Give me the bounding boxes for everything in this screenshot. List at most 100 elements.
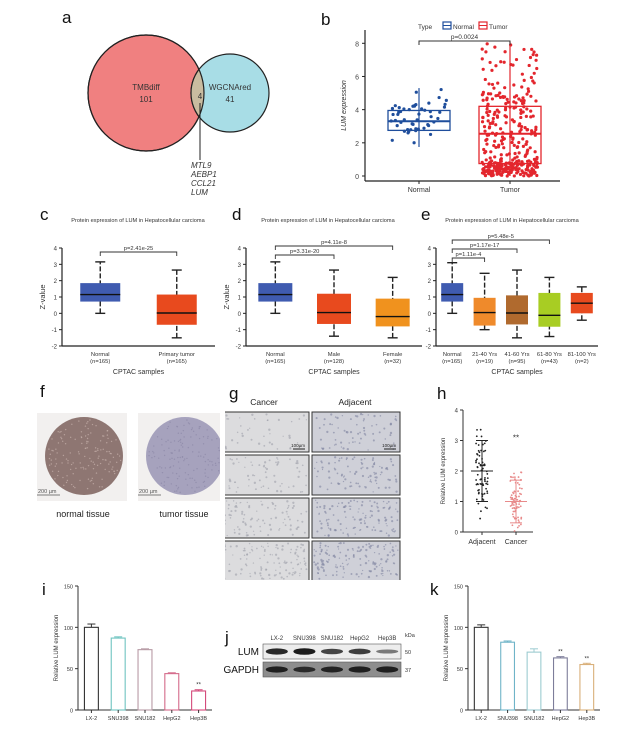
ihc-cell xyxy=(396,519,399,522)
ihc-cell xyxy=(225,519,226,522)
tissue-texture xyxy=(160,438,163,440)
tissue-texture xyxy=(66,479,69,482)
ihc-cell xyxy=(254,571,256,574)
data-point xyxy=(535,173,539,178)
venn-outline xyxy=(87,34,205,152)
significance-label: ** xyxy=(558,650,563,656)
data-point xyxy=(529,172,533,176)
box xyxy=(506,295,528,325)
ihc-cell xyxy=(264,466,267,469)
ihc-cell xyxy=(315,550,317,553)
lane-label: HepG2 xyxy=(350,636,370,642)
tissue-texture xyxy=(191,487,193,489)
x-tick-n: (n=128) xyxy=(324,359,344,365)
chart-title: Protein expression of LUM in Hepatocellu… xyxy=(445,218,579,224)
data-point xyxy=(520,160,524,164)
data-point xyxy=(444,98,448,102)
ihc-cell xyxy=(338,542,340,545)
data-point xyxy=(511,507,514,510)
tissue-texture xyxy=(90,479,93,482)
ihc-cell xyxy=(292,501,295,504)
ihc-cell xyxy=(260,486,262,488)
tissue-texture xyxy=(179,441,182,443)
data-point xyxy=(504,102,508,106)
ihc-cell xyxy=(359,431,361,434)
ihc-cell xyxy=(287,515,290,518)
tissue-texture xyxy=(78,420,80,422)
data-point xyxy=(395,124,399,128)
data-point xyxy=(518,172,523,177)
x-tick-label: LX-2 xyxy=(475,716,487,722)
ihc-cell xyxy=(357,432,360,435)
ihc-cell xyxy=(334,566,337,568)
ihc-cell xyxy=(226,500,228,502)
tissue-caption: normal tissue xyxy=(56,509,110,519)
y-tick-label: 1 xyxy=(238,296,242,302)
ihc-cell xyxy=(251,546,253,548)
tissue-texture xyxy=(91,477,93,479)
data-point xyxy=(482,147,486,152)
ihc-cell xyxy=(335,570,338,573)
tissue-texture xyxy=(173,458,176,460)
data-point xyxy=(493,45,497,49)
data-point xyxy=(534,125,538,129)
ihc-cell xyxy=(372,491,374,493)
ihc-cell xyxy=(319,505,322,508)
ihc-cell xyxy=(236,458,238,460)
ihc-cell xyxy=(266,561,269,564)
data-point xyxy=(517,516,519,519)
tissue-texture xyxy=(176,490,178,492)
ihc-cell xyxy=(371,465,374,468)
data-point xyxy=(530,167,534,171)
ihc-cell xyxy=(332,514,335,516)
tissue-texture xyxy=(60,430,62,433)
x-tick-label: Cancer xyxy=(505,539,528,546)
ihc-cell xyxy=(337,427,339,429)
ihc-cell xyxy=(369,474,372,478)
data-point xyxy=(516,169,520,174)
ihc-cell xyxy=(343,475,345,477)
data-point xyxy=(490,82,495,87)
ihc-cell xyxy=(296,563,299,566)
ihc-cell xyxy=(242,518,245,520)
data-point xyxy=(532,50,536,54)
ihc-cell xyxy=(389,505,391,507)
ihc-cell xyxy=(339,551,342,554)
tissue-texture xyxy=(186,419,188,421)
y-tick-label: 3 xyxy=(428,263,432,269)
tissue-texture xyxy=(187,446,190,449)
y-tick-label: 2 xyxy=(355,141,359,148)
panel-label-d: d xyxy=(232,205,242,224)
ihc-cell xyxy=(336,566,339,569)
ihc-cell xyxy=(342,532,345,534)
y-axis-label: Z-value xyxy=(420,284,421,309)
tissue-texture xyxy=(48,464,51,466)
tissue-texture xyxy=(69,452,71,454)
panel-label-b: b xyxy=(321,10,331,29)
data-point xyxy=(512,106,516,110)
data-point xyxy=(483,77,487,82)
data-point xyxy=(492,86,496,90)
data-point xyxy=(519,127,523,132)
ihc-cell xyxy=(352,554,355,557)
tissue-texture xyxy=(99,440,102,442)
ihc-cell xyxy=(358,442,361,444)
ihc-cell xyxy=(320,550,323,553)
ihc-cell xyxy=(334,416,337,418)
ihc-cell xyxy=(390,516,393,519)
ihc-cell xyxy=(353,526,356,529)
data-point xyxy=(391,112,395,117)
tissue-texture xyxy=(163,481,166,483)
ihc-cell xyxy=(252,530,255,532)
unit-label: kDa xyxy=(405,633,416,639)
tissue-texture xyxy=(198,451,200,453)
data-point xyxy=(516,145,520,149)
ihc-cell xyxy=(229,458,232,460)
tissue-texture xyxy=(187,464,190,466)
tissue-texture xyxy=(92,483,95,485)
ihc-cell xyxy=(253,475,256,477)
ihc-cell xyxy=(320,522,323,525)
tissue-texture xyxy=(194,479,196,481)
data-point xyxy=(477,489,479,492)
data-point xyxy=(479,428,482,431)
